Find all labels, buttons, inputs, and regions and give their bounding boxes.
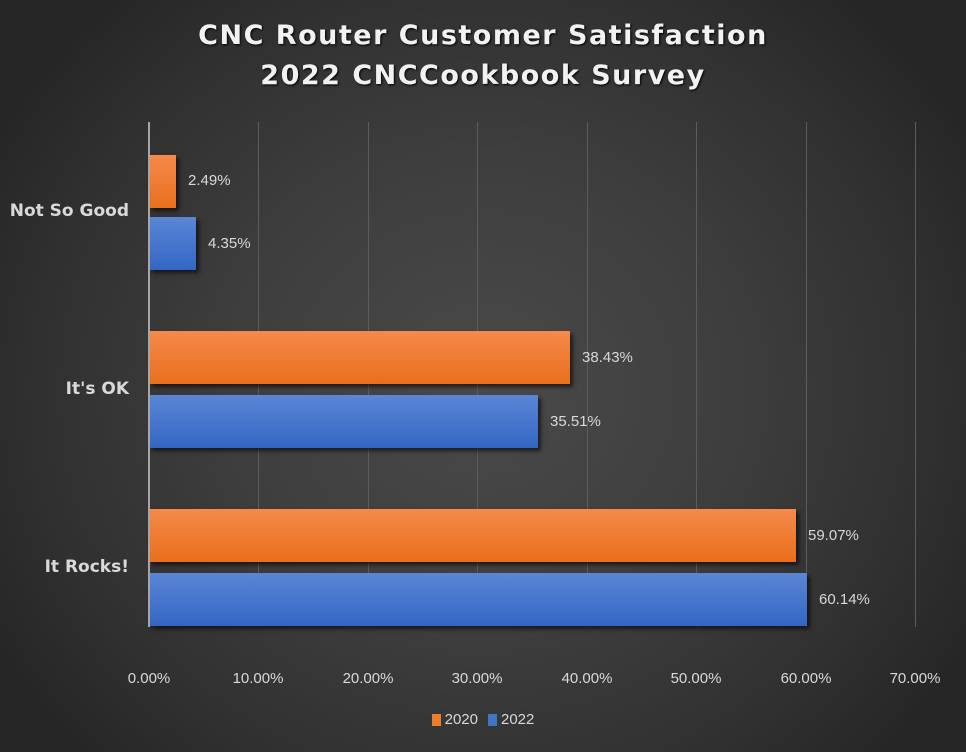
- gridline: [915, 122, 916, 627]
- chart-title-line2: 2022 CNCCookbook Survey: [260, 60, 706, 91]
- chart-title-line1: CNC Router Customer Satisfaction: [198, 20, 768, 51]
- x-tick-label: 30.00%: [451, 670, 503, 687]
- gridline: [806, 122, 807, 627]
- x-tick-label: 40.00%: [561, 670, 613, 687]
- category-label: It Rocks!: [44, 557, 129, 577]
- data-label: 2.49%: [188, 172, 231, 189]
- bar-2022-not-so-good[interactable]: [149, 217, 196, 270]
- legend-label: 2020: [444, 711, 478, 728]
- data-label: 60.14%: [819, 591, 870, 608]
- bar-2020-it-rocks[interactable]: [149, 509, 796, 562]
- bar-2022-it-rocks[interactable]: [149, 573, 807, 626]
- y-axis-line: [148, 122, 150, 627]
- gridline: [696, 122, 697, 627]
- bar-2020-not-so-good[interactable]: [149, 155, 176, 208]
- bar-2020-its-ok[interactable]: [149, 331, 570, 384]
- data-label: 38.43%: [582, 349, 633, 366]
- gridline: [587, 122, 588, 627]
- legend-item-2022[interactable]: 2022: [488, 711, 534, 728]
- legend-swatch-blue-icon: [488, 713, 497, 726]
- x-tick-label: 60.00%: [780, 670, 832, 687]
- legend-label: 2022: [501, 711, 535, 728]
- x-tick-label: 50.00%: [670, 670, 722, 687]
- data-label: 59.07%: [808, 527, 859, 544]
- legend-item-2020[interactable]: 2020: [431, 711, 478, 728]
- data-label: 35.51%: [550, 413, 601, 430]
- data-label: 4.35%: [208, 235, 251, 252]
- bar-2022-its-ok[interactable]: [149, 395, 538, 448]
- category-label: It's OK: [65, 379, 129, 399]
- x-tick-label: 70.00%: [889, 670, 941, 687]
- x-tick-label: 20.00%: [342, 670, 394, 687]
- legend-swatch-orange-icon: [431, 713, 441, 726]
- x-tick-label: 10.00%: [232, 670, 284, 687]
- legend: 2020 2022: [0, 711, 966, 728]
- category-label: Not So Good: [9, 201, 129, 221]
- x-tick-label: 0.00%: [127, 670, 171, 687]
